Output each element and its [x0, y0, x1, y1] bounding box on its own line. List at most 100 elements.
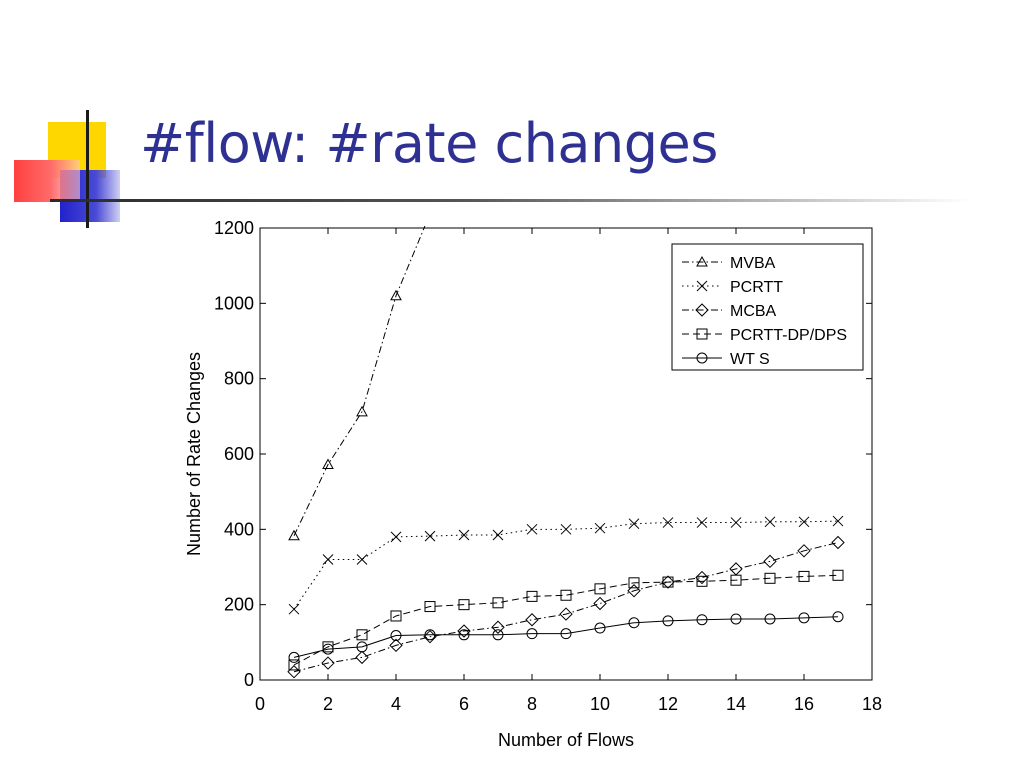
data-point-pcrtt: [696, 517, 708, 528]
data-point-pcrtt-dp-dps: [696, 575, 708, 587]
legend-marker: [696, 352, 708, 364]
data-point-pcrtt-dp-dps: [560, 589, 572, 601]
x-tick-label: 0: [255, 694, 265, 714]
series-line-wt-s: [293, 616, 839, 658]
data-point-pcrtt: [628, 518, 640, 530]
data-point-pcrtt: [798, 516, 810, 528]
legend-label: MVBA: [730, 255, 776, 272]
data-point-mcba: [457, 624, 471, 638]
title-underline: [50, 199, 970, 202]
legend-item-mcba: MCBA: [682, 303, 777, 320]
data-point-wt-s: [662, 615, 674, 627]
data-point-mvba: [288, 529, 300, 541]
y-tick-label: 200: [224, 595, 254, 615]
data-point-mcba: [763, 554, 777, 569]
data-point-mvba: [322, 458, 334, 470]
data-point-pcrtt: [662, 517, 674, 528]
data-point-pcrtt-dp-dps: [832, 569, 844, 581]
data-point-wt-s: [560, 628, 572, 640]
data-point-pcrtt: [424, 530, 436, 542]
series-pcrtt-dp-dps: [288, 569, 844, 671]
data-point-mcba: [797, 544, 811, 558]
data-point-mcba: [491, 620, 505, 634]
data-point-pcrtt-dp-dps: [492, 597, 504, 609]
y-tick-label: 1000: [214, 293, 254, 313]
series-pcrtt: [288, 515, 844, 615]
legend-marker: [696, 255, 708, 267]
x-tick-label: 16: [794, 694, 814, 714]
data-point-pcrtt: [458, 529, 470, 541]
data-point-wt-s: [492, 629, 504, 641]
y-tick-label: 400: [224, 519, 254, 539]
legend-marker: [696, 328, 708, 340]
series-line-pcrtt-dp-dps: [293, 574, 839, 666]
data-point-pcrtt-dp-dps: [356, 629, 368, 641]
chart-series: [287, 225, 845, 679]
chart-legend: MVBA PCRTT MCBA PCRTT-DP/DPS WT S: [671, 243, 864, 371]
data-point-wt-s: [458, 629, 470, 641]
deco-red-square: [14, 160, 80, 202]
data-point-pcrtt: [594, 522, 606, 534]
x-axis-label: Number of Flows: [498, 730, 634, 750]
data-point-pcrtt-dp-dps: [628, 577, 640, 589]
y-axis-label: Number of Rate Changes: [184, 352, 204, 556]
x-tick-label: 10: [590, 694, 610, 714]
data-point-wt-s: [356, 641, 368, 653]
chart-axes: 0 2 4 6 8 10 12 14 16 18 0 200 400 600 800 1000 1200: [214, 218, 882, 714]
legend-marker: [696, 280, 708, 292]
data-point-mcba: [695, 570, 709, 585]
data-point-wt-s: [288, 651, 300, 663]
data-point-mcba: [593, 596, 607, 611]
data-point-pcrtt-dp-dps: [390, 610, 402, 622]
legend-label: PCRTT: [730, 279, 783, 296]
y-tick-label: 800: [224, 369, 254, 389]
legend-label: MCBA: [730, 303, 777, 320]
x-tick-label: 12: [658, 694, 678, 714]
data-point-mcba: [355, 650, 369, 665]
data-point-mcba: [389, 638, 403, 653]
series-mcba: [287, 535, 845, 679]
x-tick-label: 2: [323, 694, 333, 714]
legend-item-pcrtt-dp-dps: PCRTT-DP/DPS: [682, 327, 847, 344]
y-tick-label: 0: [244, 670, 254, 690]
series-mvba: [288, 225, 426, 541]
y-tick-label: 600: [224, 444, 254, 464]
data-point-pcrtt-dp-dps: [730, 574, 742, 586]
data-point-pcrtt-dp-dps: [594, 583, 606, 595]
series-wt-s: [288, 611, 844, 663]
data-point-mcba: [559, 607, 573, 621]
data-point-pcrtt: [322, 554, 334, 565]
data-point-mvba: [390, 289, 402, 301]
data-point-mcba: [525, 613, 539, 627]
data-point-pcrtt: [560, 523, 572, 535]
data-point-pcrtt: [390, 531, 402, 543]
data-point-pcrtt-dp-dps: [424, 601, 436, 613]
x-tick-label: 4: [391, 694, 401, 714]
data-point-pcrtt: [764, 516, 776, 528]
legend-marker: [695, 303, 709, 317]
data-point-wt-s: [390, 630, 402, 642]
data-point-wt-s: [322, 643, 334, 655]
data-point-mcba: [831, 535, 845, 550]
data-point-pcrtt: [832, 515, 844, 527]
deco-vertical-line: [86, 110, 89, 228]
data-point-wt-s: [594, 622, 606, 634]
data-point-pcrtt: [730, 517, 742, 528]
data-point-pcrtt-dp-dps: [662, 576, 674, 588]
data-point-pcrtt-dp-dps: [288, 659, 300, 671]
legend-label: PCRTT-DP/DPS: [730, 327, 847, 344]
data-point-pcrtt: [288, 603, 300, 615]
x-tick-label: 6: [459, 694, 469, 714]
legend-item-wt-s: WT S: [682, 351, 770, 368]
data-point-wt-s: [526, 628, 538, 640]
data-point-pcrtt: [356, 554, 368, 565]
data-point-mcba: [661, 575, 675, 589]
data-point-wt-s: [696, 614, 708, 626]
data-point-wt-s: [424, 629, 436, 641]
data-point-pcrtt: [526, 523, 538, 535]
y-tick-label: 1200: [214, 218, 254, 238]
legend-item-pcrtt: PCRTT: [682, 279, 783, 296]
x-tick-label: 18: [862, 694, 882, 714]
series-line-pcrtt: [293, 520, 839, 610]
x-tick-label: 14: [726, 694, 746, 714]
